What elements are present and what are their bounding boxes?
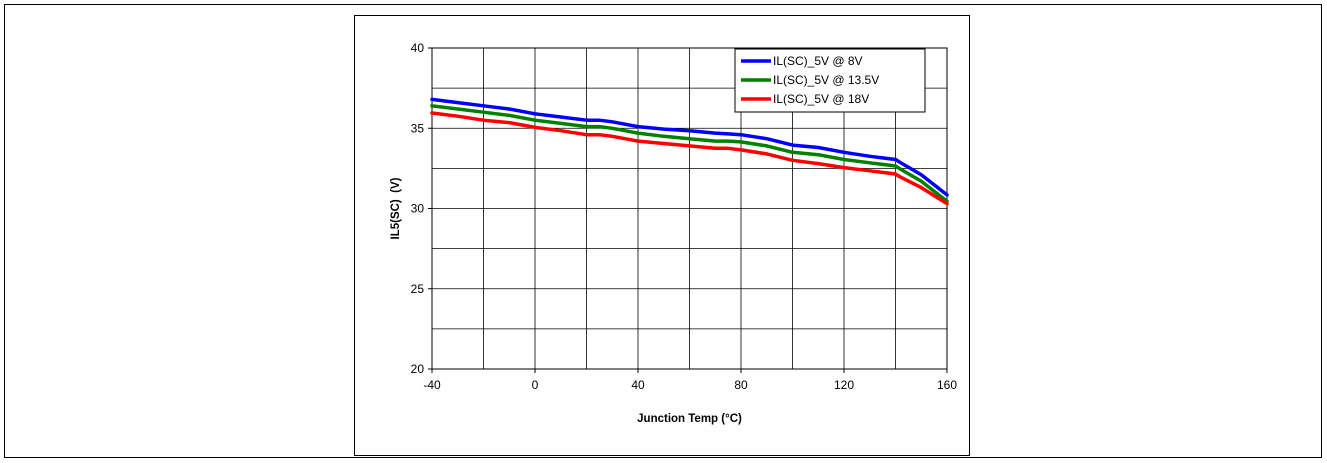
series-line-3 (430, 111, 949, 206)
x-tick-label: -40 (423, 378, 441, 392)
y-tick-label: 30 (411, 202, 425, 216)
y-tick-label: 35 (411, 121, 425, 135)
y-tick-label: 25 (411, 282, 425, 296)
x-tick-label: 40 (631, 378, 645, 392)
x-tick-label: 160 (937, 378, 957, 392)
y-tick-label: 40 (411, 41, 425, 55)
legend-label-3: IL(SC)_5V @ 18V (773, 92, 869, 106)
x-axis-title: Junction Temp (°C) (637, 413, 742, 425)
x-tick-label: 80 (734, 378, 748, 392)
series-line-1 (430, 97, 949, 197)
outer-frame (4, 4, 1322, 458)
legend-label-2: IL(SC)_5V @ 13.5V (773, 73, 879, 87)
y-tick-label: 20 (411, 362, 425, 376)
chart-frame: 20 25 30 35 40 -40 0 40 80 120 160 Junction Temp (°… (354, 15, 970, 456)
series-line-2 (430, 104, 949, 204)
x-tick-label: 0 (532, 378, 539, 392)
x-tick-label: 120 (834, 378, 854, 392)
legend-label-1: IL(SC)_5V @ 8V (773, 54, 863, 68)
line-chart: 20 25 30 35 40 -40 0 40 80 120 160 Junction Temp (°… (390, 41, 957, 425)
y-axis-title: IL5(SC) (V) (390, 177, 402, 239)
